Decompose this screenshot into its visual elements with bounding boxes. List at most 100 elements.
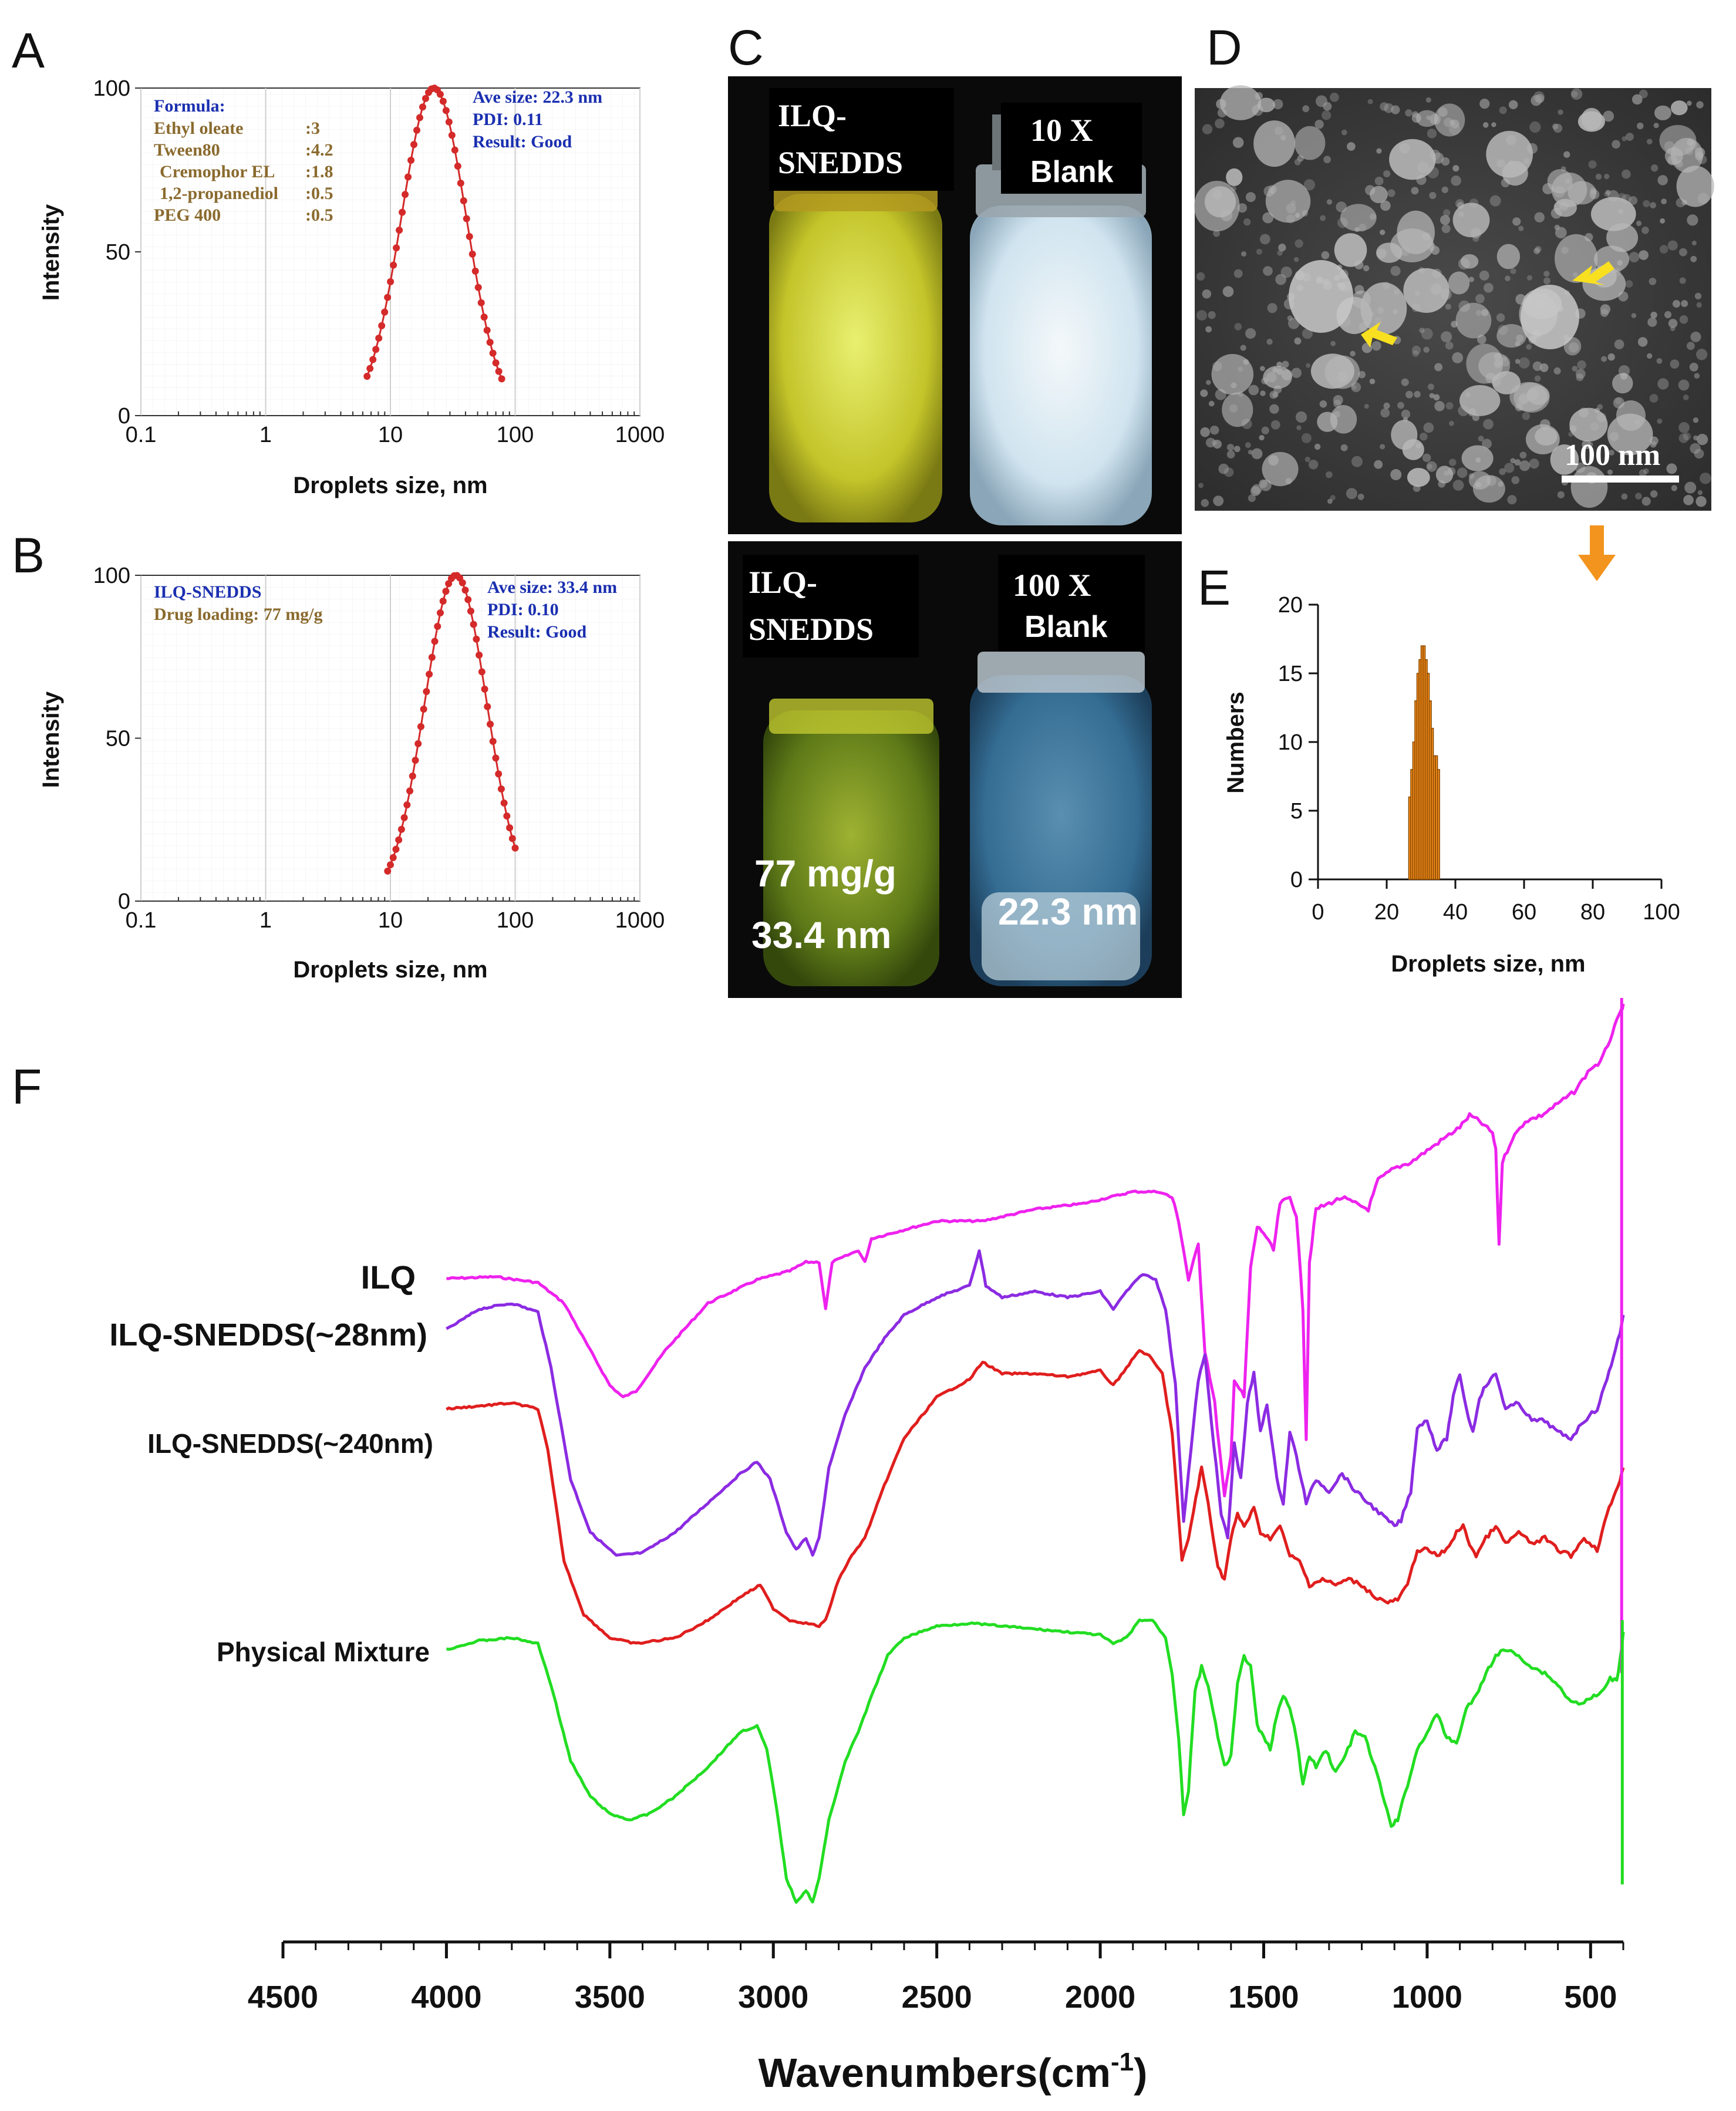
tem-small-droplet — [1511, 476, 1520, 484]
x-tick-label: 500 — [1564, 1980, 1617, 2015]
tem-small-droplet — [1346, 488, 1357, 500]
tem-small-droplet — [1647, 317, 1657, 327]
x-tick-label: 0.1 — [126, 423, 157, 447]
tem-small-droplet — [1371, 340, 1381, 351]
tem-small-droplet — [1198, 483, 1204, 488]
formula-box: Formula: Ethyl oleate:3 Tween80:4.2 Cremop… — [154, 96, 333, 225]
tem-small-droplet — [1201, 499, 1209, 507]
x-tick-label: 100 — [497, 908, 534, 933]
label-bg — [1001, 103, 1142, 194]
tem-small-droplet — [1351, 456, 1363, 467]
tem-small-droplet — [1260, 390, 1266, 396]
y-axis-title: Intensity — [38, 691, 64, 788]
stat-pdi: PDI: 0.10 — [487, 600, 559, 619]
tem-small-droplet — [1301, 433, 1312, 443]
tem-small-droplet — [1510, 458, 1516, 464]
panel-d-tem-image: 100 nm — [1194, 85, 1714, 581]
vial-bottom-right — [970, 652, 1152, 986]
tem-small-droplet — [1631, 94, 1643, 105]
tem-small-droplet — [1234, 323, 1242, 331]
tem-large-droplet — [1659, 124, 1697, 156]
tem-small-droplet — [1205, 437, 1216, 448]
tem-small-droplet — [1694, 292, 1702, 300]
tem-small-droplet — [1200, 427, 1210, 437]
tem-small-droplet — [1600, 304, 1611, 315]
tem-small-droplet — [1340, 444, 1348, 451]
dls-point — [434, 623, 441, 630]
x-tick-label: 1 — [259, 423, 272, 447]
dls-point — [403, 801, 411, 809]
label-bg — [998, 555, 1145, 652]
tem-small-droplet — [1582, 440, 1592, 450]
tem-small-droplet — [1519, 451, 1527, 459]
tem-small-droplet — [1218, 463, 1229, 474]
dls-point — [378, 322, 386, 329]
x-tick-label: 0 — [1312, 900, 1324, 925]
tem-small-droplet — [1508, 100, 1518, 110]
snedds-28-spectrum — [446, 1249, 1625, 1557]
tem-small-droplet — [1319, 400, 1327, 408]
tem-small-droplet — [1529, 458, 1539, 469]
tem-small-droplet — [1510, 268, 1516, 275]
tem-small-droplet — [1570, 88, 1583, 100]
tem-large-droplet — [1496, 323, 1527, 348]
tem-small-droplet — [1543, 271, 1550, 277]
dls-point — [413, 126, 420, 134]
formula-title: Formula: — [154, 96, 225, 116]
tem-small-droplet — [1608, 450, 1614, 456]
tem-small-droplet — [1326, 199, 1333, 205]
dls-point — [419, 103, 426, 111]
formula-name: 1,2-propanediol — [160, 184, 278, 203]
tem-small-droplet — [1468, 276, 1474, 282]
panel-letter-c: C — [728, 20, 764, 75]
tem-small-droplet — [1543, 277, 1550, 285]
dls-point — [381, 308, 389, 316]
tem-small-droplet — [1252, 484, 1262, 494]
dls-point — [503, 812, 511, 820]
tem-large-droplet — [1262, 451, 1299, 487]
tem-large-droplet — [1340, 204, 1377, 232]
dls-point — [399, 208, 406, 216]
y-tick-label: 50 — [106, 240, 130, 265]
label-physical-mixture: Physical Mixture — [217, 1637, 430, 1667]
formula-value: :3 — [305, 119, 320, 138]
tem-large-droplet — [1654, 105, 1671, 120]
physical-mixture-spectrum — [446, 1618, 1625, 1904]
tem-small-droplet — [1357, 493, 1364, 500]
tem-large-droplet — [1434, 103, 1465, 137]
formula-name: Ethyl oleate — [154, 119, 243, 138]
dls-point — [466, 232, 473, 240]
dls-point — [457, 180, 464, 187]
dls-point — [467, 608, 474, 615]
tem-small-droplet — [1294, 337, 1302, 345]
tem-small-droplet — [1697, 490, 1703, 495]
tem-large-droplet — [1330, 404, 1357, 434]
dls-point — [489, 349, 497, 357]
tem-small-droplet — [1296, 425, 1302, 430]
tem-small-droplet — [1411, 187, 1419, 195]
tem-highlight-droplet — [1521, 285, 1579, 349]
tem-small-droplet — [1695, 349, 1708, 360]
tem-small-droplet — [1323, 156, 1331, 164]
tem-large-droplet — [1435, 466, 1454, 484]
tem-large-droplet — [1452, 203, 1490, 238]
tem-small-droplet — [1364, 404, 1369, 409]
tem-small-droplet — [1491, 122, 1496, 127]
dls-point — [476, 651, 483, 659]
tem-small-droplet — [1280, 267, 1292, 278]
tem-large-droplet — [1226, 168, 1243, 186]
panel-c-vial-photos: ILQ- SNEDDS 10 X Blank ILQ- SNEDDS 100 X… — [728, 76, 1182, 998]
arrow-left — [1361, 322, 1397, 348]
tem-small-droplet — [1672, 299, 1681, 308]
dls-point — [500, 799, 508, 807]
tem-small-droplet — [1202, 124, 1213, 134]
dls-point — [451, 146, 459, 154]
drug-loading: Drug loading: 77 mg/g — [154, 605, 323, 624]
tem-small-droplet — [1482, 122, 1489, 128]
tem-small-droplet — [1213, 230, 1221, 237]
dls-point — [486, 720, 494, 728]
tem-small-droplet — [1686, 342, 1695, 350]
tem-small-droplet — [1693, 435, 1698, 441]
tem-small-droplet — [1499, 468, 1506, 476]
tem-large-droplet — [1389, 139, 1436, 180]
